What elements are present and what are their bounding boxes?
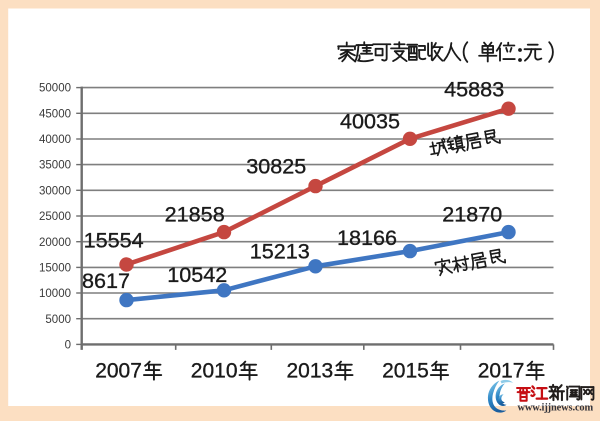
svg-text:21870: 21870 (442, 202, 502, 227)
svg-text:50000: 50000 (39, 83, 71, 95)
svg-text:2017: 2017 (478, 360, 525, 383)
svg-text:0: 0 (65, 340, 71, 352)
svg-text:2015: 2015 (382, 360, 429, 383)
svg-text:5000: 5000 (45, 314, 71, 326)
svg-text:15000: 15000 (39, 263, 71, 275)
svg-text:20000: 20000 (39, 237, 71, 249)
svg-text:21858: 21858 (165, 201, 225, 226)
svg-text:45883: 45883 (444, 76, 504, 101)
svg-text:2007: 2007 (95, 360, 142, 383)
svg-text:30825: 30825 (246, 153, 306, 178)
svg-text:40035: 40035 (340, 108, 400, 133)
svg-text:10000: 10000 (39, 288, 71, 300)
svg-text:40000: 40000 (39, 134, 71, 146)
svg-text:10542: 10542 (167, 262, 227, 287)
svg-text:45000: 45000 (39, 108, 71, 120)
svg-text:2010: 2010 (191, 360, 238, 383)
svg-text:8617: 8617 (82, 268, 130, 293)
svg-text:15213: 15213 (250, 239, 310, 264)
svg-text:2013: 2013 (287, 360, 334, 383)
svg-text:35000: 35000 (39, 160, 71, 172)
svg-text:15554: 15554 (84, 228, 144, 253)
svg-text:30000: 30000 (39, 185, 71, 197)
svg-text:www.ijjnews.com: www.ijjnews.com (518, 402, 594, 413)
svg-text:25000: 25000 (39, 211, 71, 223)
svg-text:18166: 18166 (337, 225, 397, 250)
